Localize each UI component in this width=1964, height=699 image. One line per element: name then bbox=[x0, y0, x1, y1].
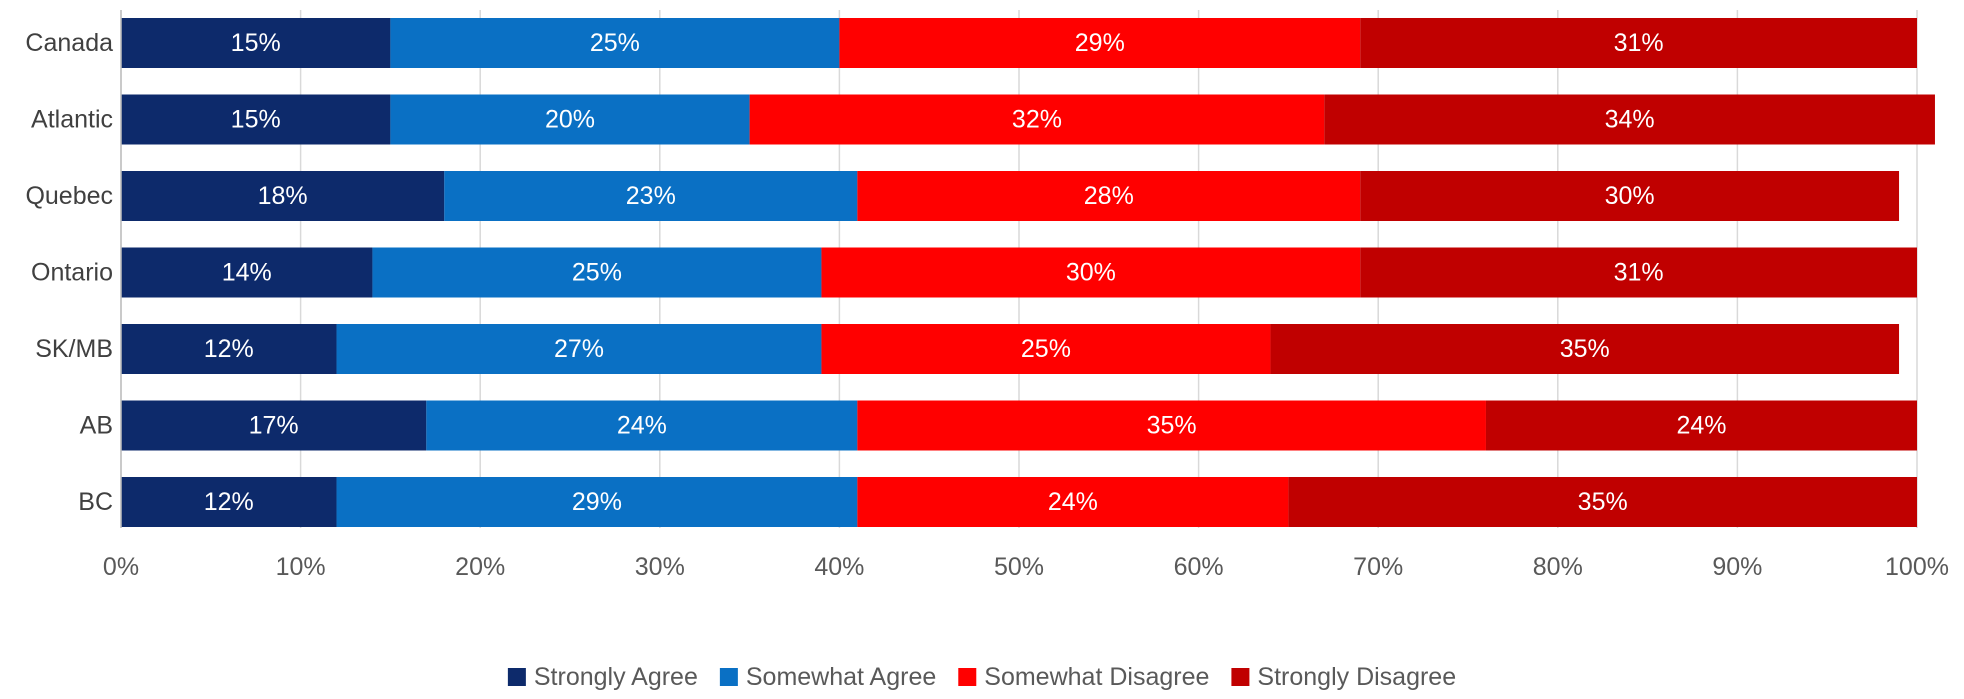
data-label: 30% bbox=[1066, 259, 1116, 287]
bar-segment-somewhat-agree bbox=[426, 400, 858, 451]
category-label: Atlantic bbox=[31, 106, 113, 134]
bar-segment-strongly-disagree bbox=[1360, 18, 1917, 68]
legend-swatch bbox=[507, 668, 526, 686]
bar-segment-somewhat-disagree bbox=[857, 171, 1361, 221]
legend-swatch bbox=[1231, 668, 1250, 686]
data-label: 24% bbox=[1676, 412, 1726, 440]
bar-segment-somewhat-agree bbox=[336, 477, 858, 527]
bar-segment-somewhat-disagree bbox=[857, 400, 1486, 451]
bar-segment-somewhat-agree bbox=[444, 171, 858, 221]
x-tick-label: 30% bbox=[635, 553, 685, 581]
data-label: 25% bbox=[1021, 335, 1071, 363]
x-tick-label: 20% bbox=[455, 553, 505, 581]
bar-segment-somewhat-agree bbox=[390, 94, 750, 145]
bar-segment-somewhat-disagree bbox=[821, 324, 1271, 374]
bar-segment-strongly-agree bbox=[121, 18, 391, 68]
data-label: 29% bbox=[572, 488, 622, 516]
data-label: 24% bbox=[1048, 488, 1098, 516]
data-label: 15% bbox=[231, 29, 281, 57]
bar-segment-strongly-disagree bbox=[1360, 247, 1917, 298]
data-label: 18% bbox=[258, 182, 308, 210]
data-label: 12% bbox=[204, 488, 254, 516]
bar-segment-strongly-agree bbox=[121, 94, 391, 145]
bar-segment-strongly-disagree bbox=[1485, 400, 1917, 451]
x-tick-label: 90% bbox=[1712, 553, 1762, 581]
x-tick-label: 40% bbox=[814, 553, 864, 581]
x-tick-label: 50% bbox=[994, 553, 1044, 581]
data-label: 35% bbox=[1560, 335, 1610, 363]
legend-swatch bbox=[719, 668, 738, 686]
bar-segment-strongly-agree bbox=[121, 400, 427, 451]
bar-segment-somewhat-disagree bbox=[821, 247, 1361, 298]
data-label: 15% bbox=[231, 106, 281, 134]
data-label: 20% bbox=[545, 106, 595, 134]
bar-segment-strongly-disagree bbox=[1288, 477, 1917, 527]
category-label: BC bbox=[78, 488, 113, 516]
data-label: 29% bbox=[1075, 29, 1125, 57]
category-label: Ontario bbox=[31, 259, 113, 287]
x-tick-label: 100% bbox=[1885, 553, 1949, 581]
category-label: Canada bbox=[25, 29, 113, 57]
data-label: 14% bbox=[222, 259, 272, 287]
category-label: SK/MB bbox=[35, 335, 113, 363]
bar-segment-somewhat-agree bbox=[372, 247, 822, 298]
data-label: 34% bbox=[1605, 106, 1655, 134]
data-label: 35% bbox=[1578, 488, 1628, 516]
bar-segment-strongly-disagree bbox=[1324, 94, 1935, 145]
x-tick-label: 0% bbox=[103, 553, 139, 581]
bar-segment-strongly-agree bbox=[121, 247, 373, 298]
bar-segment-strongly-agree bbox=[121, 171, 445, 221]
x-tick-label: 10% bbox=[276, 553, 326, 581]
data-label: 17% bbox=[249, 412, 299, 440]
legend-label: Strongly Agree bbox=[534, 663, 698, 691]
data-label: 24% bbox=[617, 412, 667, 440]
bar-segment-strongly-disagree bbox=[1270, 324, 1900, 374]
x-tick-label: 60% bbox=[1174, 553, 1224, 581]
data-label: 23% bbox=[626, 182, 676, 210]
category-label: Quebec bbox=[25, 182, 113, 210]
data-label: 27% bbox=[554, 335, 604, 363]
data-label: 32% bbox=[1012, 106, 1062, 134]
data-label: 12% bbox=[204, 335, 254, 363]
category-label: AB bbox=[80, 412, 113, 440]
bar-segment-somewhat-disagree bbox=[839, 18, 1361, 68]
bar-segment-somewhat-agree bbox=[336, 324, 822, 374]
bar-segment-strongly-agree bbox=[121, 324, 337, 374]
data-label: 30% bbox=[1605, 182, 1655, 210]
bar-segment-strongly-agree bbox=[121, 477, 337, 527]
bar-segment-somewhat-disagree bbox=[857, 477, 1289, 527]
bar-segment-somewhat-agree bbox=[390, 18, 840, 68]
legend-swatch bbox=[958, 668, 977, 686]
data-label: 28% bbox=[1084, 182, 1134, 210]
legend-label: Somewhat Agree bbox=[746, 663, 936, 691]
bar-segment-strongly-disagree bbox=[1360, 171, 1900, 221]
data-label: 35% bbox=[1147, 412, 1197, 440]
legend-label: Strongly Disagree bbox=[1257, 663, 1456, 691]
data-label: 25% bbox=[572, 259, 622, 287]
data-label: 25% bbox=[590, 29, 640, 57]
x-tick-label: 70% bbox=[1353, 553, 1403, 581]
data-label: 31% bbox=[1614, 259, 1664, 287]
data-label: 31% bbox=[1614, 29, 1664, 57]
legend-label: Somewhat Disagree bbox=[984, 663, 1209, 691]
x-tick-label: 80% bbox=[1533, 553, 1583, 581]
bar-segment-somewhat-disagree bbox=[749, 94, 1325, 145]
